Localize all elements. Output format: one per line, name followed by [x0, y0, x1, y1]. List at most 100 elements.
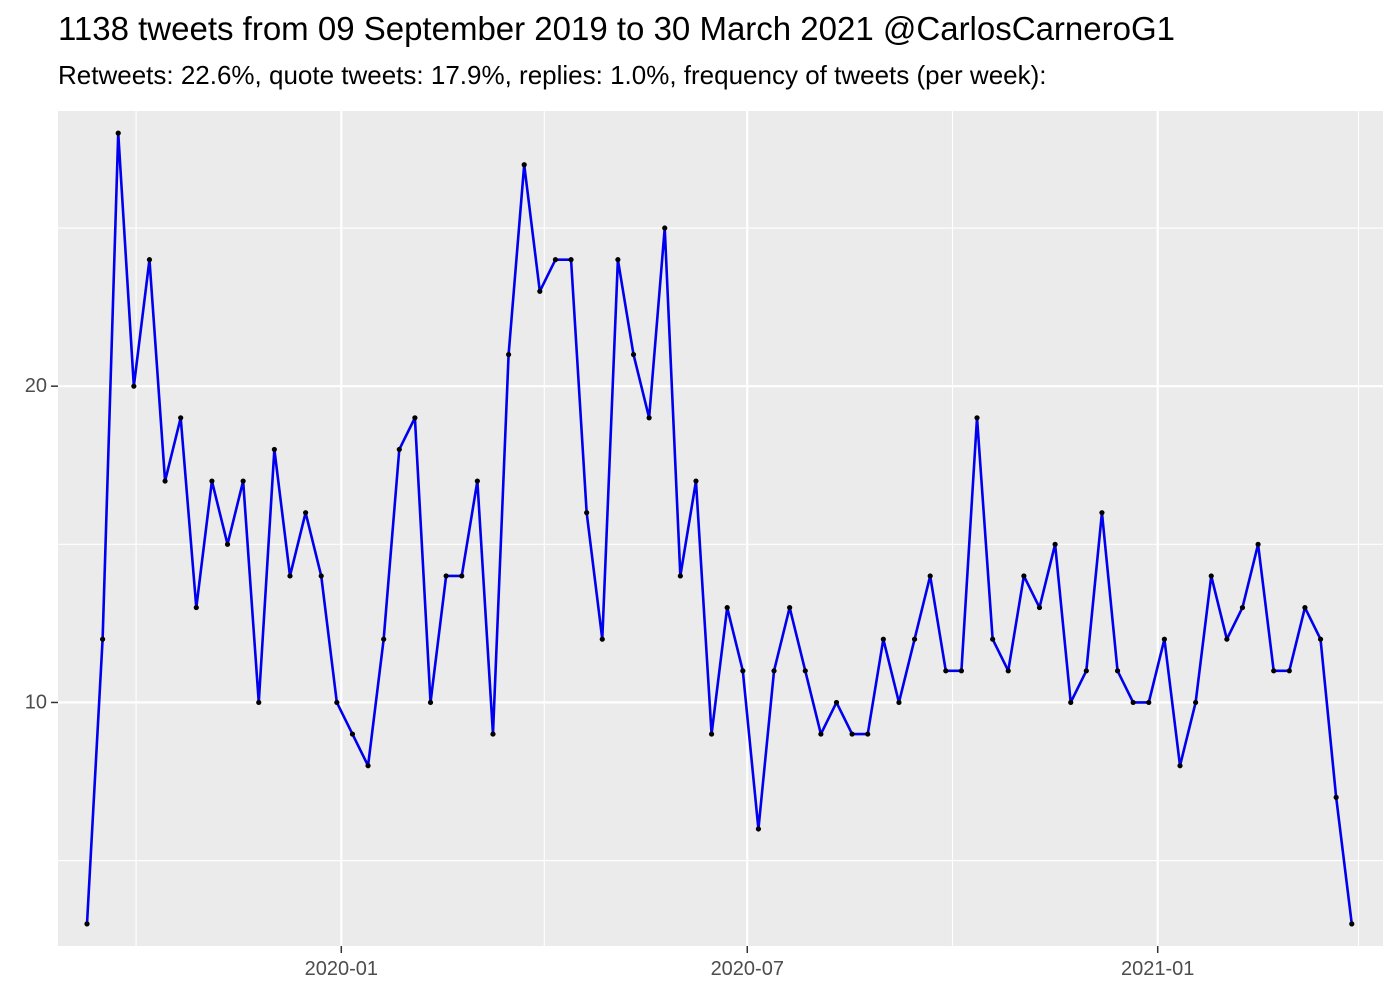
data-point: [505, 351, 512, 358]
data-point: [880, 636, 886, 642]
data-point: [599, 636, 605, 642]
data-point: [849, 731, 855, 737]
series-points: [84, 130, 1355, 927]
data-point: [1052, 541, 1058, 547]
data-point: [677, 573, 683, 579]
data-point: [334, 699, 340, 706]
data-point: [178, 415, 184, 421]
x-axis-tick-label: 2021-01: [1121, 958, 1194, 980]
data-point: [1333, 794, 1339, 800]
data-point: [412, 415, 418, 421]
data-point: [256, 699, 262, 706]
y-major-gridlines: [58, 385, 1383, 704]
data-point: [146, 257, 153, 263]
data-point: [755, 826, 762, 832]
y-axis-tick-label: 20: [25, 375, 47, 397]
data-point: [1286, 668, 1292, 674]
plot-panel: [58, 111, 1383, 946]
x-axis-tick-label: 2020-01: [305, 958, 378, 980]
data-point: [303, 510, 309, 516]
data-point: [1021, 573, 1027, 579]
data-point: [740, 668, 746, 674]
x-axis-tick-label: 2020-07: [711, 958, 784, 980]
data-point: [584, 510, 590, 516]
data-point: [1114, 668, 1121, 674]
data-point: [537, 288, 543, 294]
data-point: [162, 478, 168, 484]
data-point: [927, 573, 933, 579]
x-minor-gridlines: [135, 111, 1360, 946]
data-point: [833, 699, 840, 706]
chart-subtitle: Retweets: 22.6%, quote tweets: 17.9%, re…: [58, 60, 1047, 90]
y-minor-gridlines: [58, 227, 1383, 862]
x-axis-tick-labels: 2020-01 2020-07 2021-01: [305, 958, 1195, 980]
data-point: [349, 731, 356, 737]
data-point: [1099, 510, 1105, 516]
data-point: [1255, 541, 1261, 547]
data-point: [427, 699, 434, 706]
data-point: [1130, 699, 1136, 706]
data-point: [271, 446, 277, 453]
data-point: [1349, 921, 1355, 927]
data-point: [365, 763, 371, 769]
data-point: [1193, 699, 1199, 706]
data-point: [630, 351, 637, 358]
x-major-gridlines: [340, 111, 1159, 946]
data-point: [990, 636, 996, 642]
data-point: [958, 668, 965, 674]
data-point: [896, 699, 902, 706]
data-point: [1161, 636, 1167, 642]
data-point: [911, 636, 918, 642]
data-point: [84, 921, 90, 927]
data-point: [209, 478, 215, 484]
x-axis-ticks: [340, 946, 1159, 953]
data-point: [443, 573, 449, 579]
data-point: [1146, 699, 1152, 706]
data-point: [802, 668, 808, 674]
y-axis-ticks: [51, 385, 58, 704]
data-point: [474, 478, 480, 484]
data-point: [131, 383, 137, 389]
data-point: [1271, 668, 1277, 674]
data-point: [1005, 668, 1011, 674]
data-point: [100, 636, 106, 642]
data-point: [974, 415, 980, 421]
data-point: [724, 604, 730, 611]
data-point: [568, 257, 574, 263]
data-point: [115, 130, 121, 136]
data-point: [1036, 604, 1043, 611]
data-point: [708, 731, 715, 737]
data-point: [381, 636, 387, 642]
data-point: [287, 573, 293, 579]
data-point: [693, 478, 699, 484]
data-point: [1302, 604, 1308, 611]
data-point: [615, 257, 621, 263]
data-point: [318, 573, 324, 579]
data-point: [787, 604, 793, 611]
data-point: [1224, 636, 1230, 642]
data-point: [224, 541, 231, 547]
data-point: [818, 731, 824, 737]
data-point: [240, 478, 246, 484]
chart-title: 1138 tweets from 09 September 2019 to 30…: [58, 10, 1175, 47]
data-point: [521, 162, 527, 168]
series-lines: [85, 131, 1354, 925]
data-point: [1208, 573, 1214, 579]
data-point: [552, 257, 559, 263]
data-point: [865, 731, 871, 737]
y-axis-tick-label: 10: [25, 691, 47, 713]
data-point: [1068, 699, 1074, 706]
data-point: [943, 668, 949, 674]
data-point: [1239, 604, 1246, 611]
data-point: [771, 668, 777, 674]
data-point: [1317, 636, 1324, 642]
data-point: [459, 573, 465, 579]
series-line: [85, 131, 1354, 925]
data-point: [662, 225, 668, 231]
data-point: [396, 446, 402, 453]
data-point: [646, 415, 652, 421]
y-axis-tick-labels: 10 20: [25, 375, 47, 713]
data-point: [490, 731, 496, 737]
data-point: [1177, 763, 1183, 769]
